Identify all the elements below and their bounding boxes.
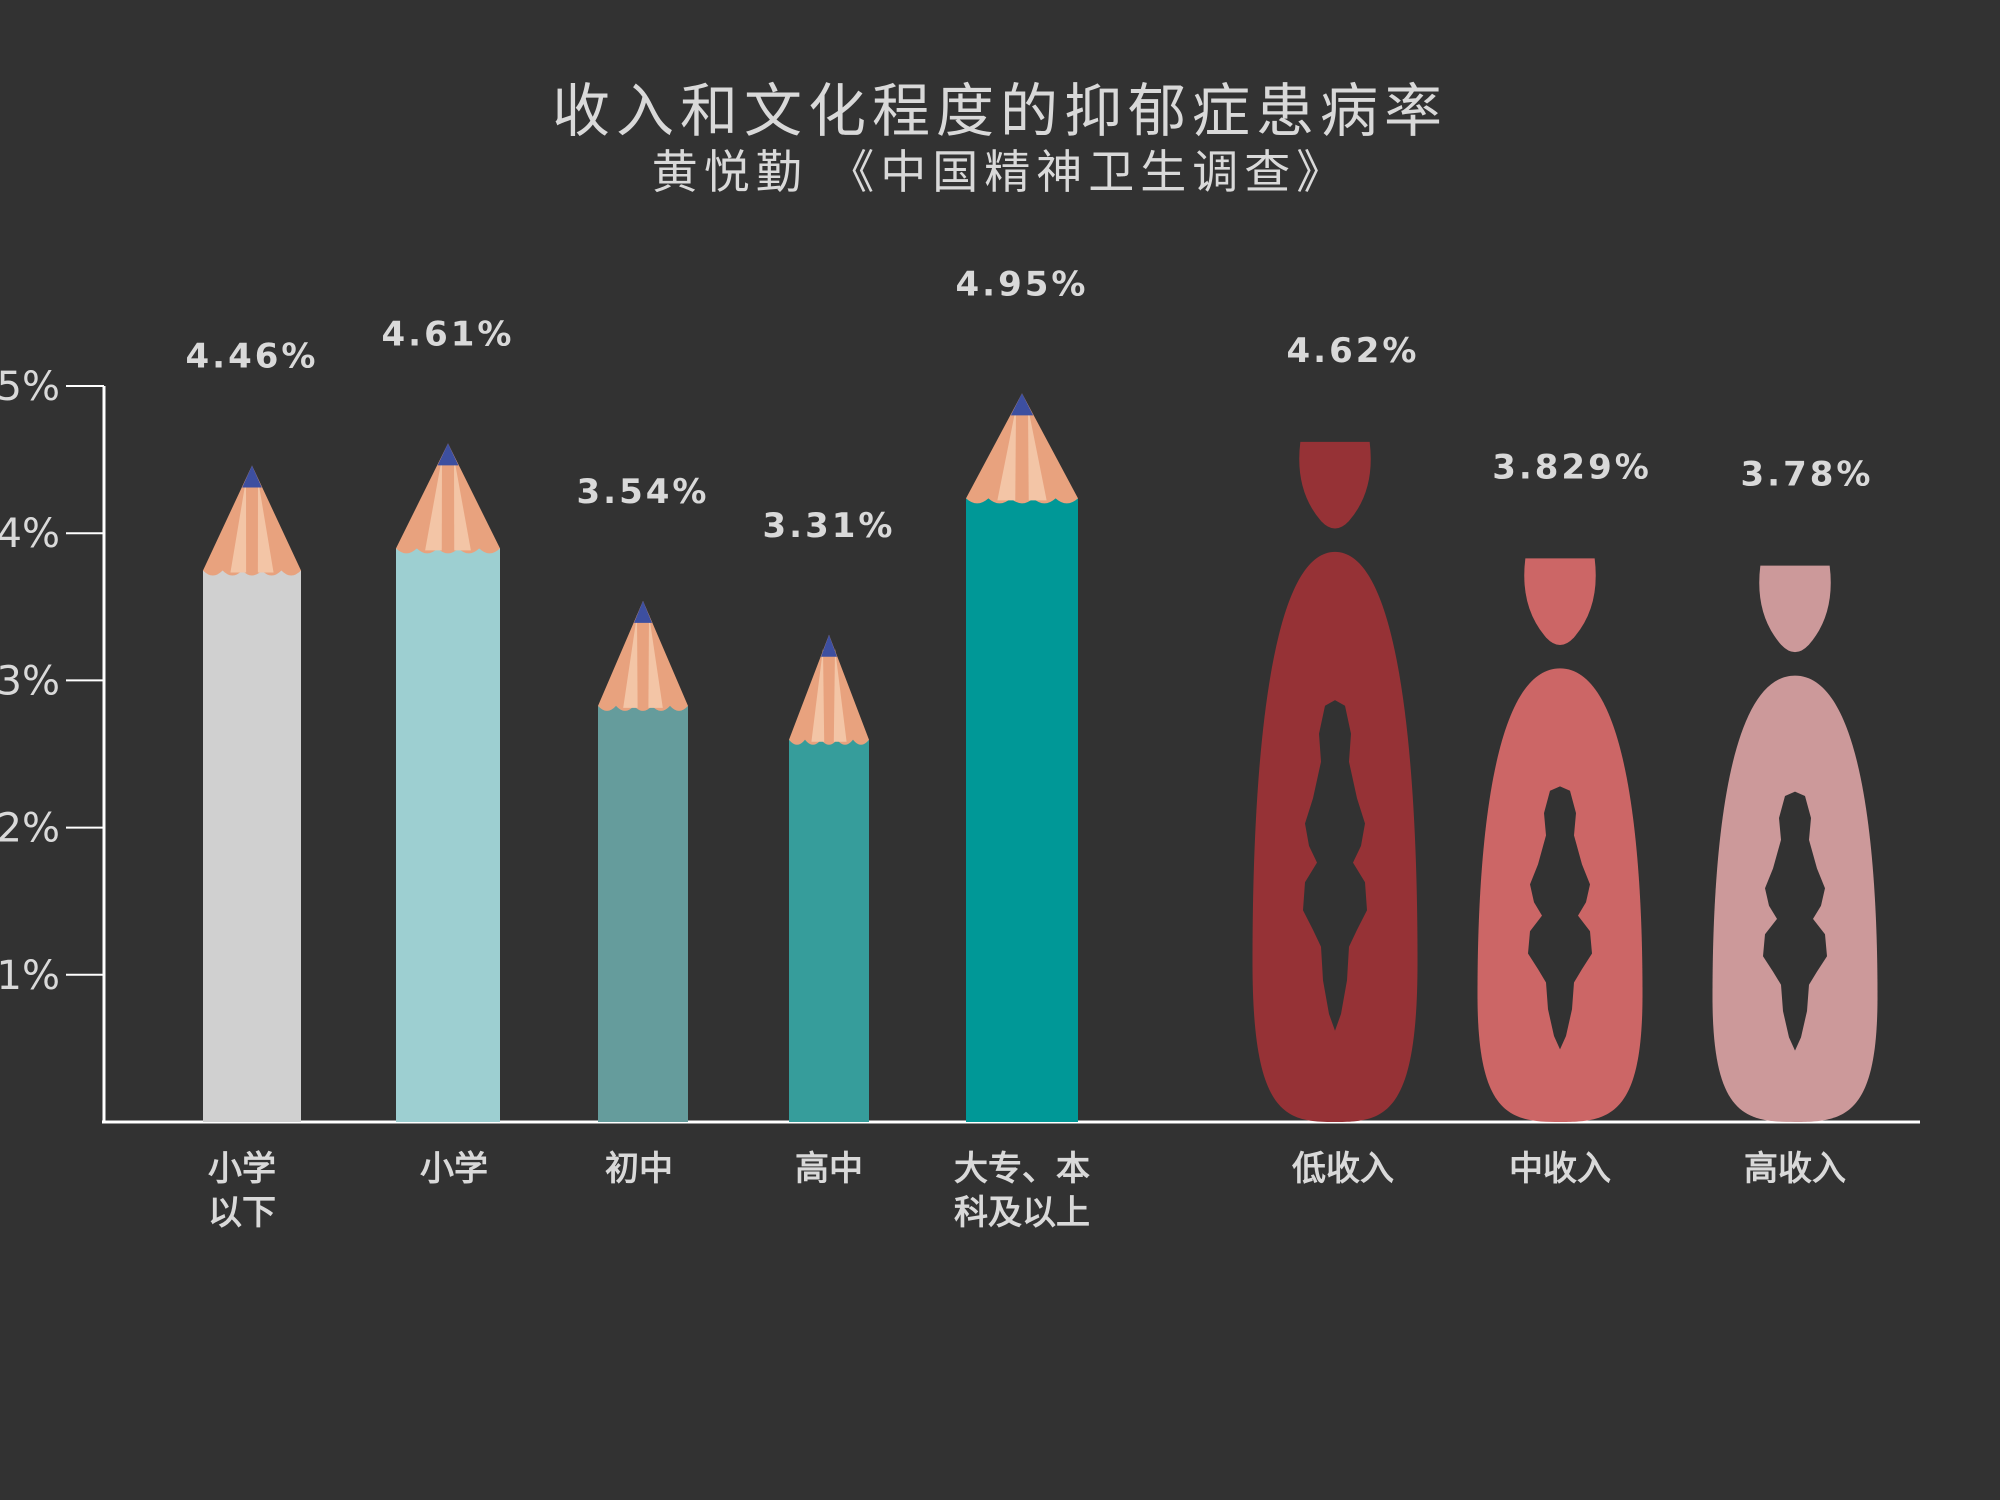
pencil-wood-highlight	[425, 457, 442, 551]
figure-bar	[1712, 565, 1878, 1122]
data-label: 3.31%	[763, 506, 896, 546]
x-tick-label: 中收入	[1509, 1149, 1611, 1189]
x-tick-label: 小学	[420, 1149, 488, 1189]
data-label: 3.54%	[577, 472, 710, 512]
figure-cutout	[1303, 700, 1367, 1031]
pencil-wood	[396, 443, 500, 554]
figure-head	[1759, 565, 1831, 653]
figure-head	[1299, 441, 1371, 529]
chart-title: 收入和文化程度的抑郁症患病率	[551, 77, 1448, 145]
x-tick-label: 低收入	[1292, 1149, 1394, 1189]
pencil-wood-highlight	[833, 648, 847, 742]
data-label: 4.61%	[382, 314, 515, 354]
pencil-bar	[396, 443, 500, 1122]
pencil-wood-highlight	[811, 648, 825, 742]
pencil-wood-highlight	[997, 407, 1016, 501]
pencil-lead	[437, 443, 459, 466]
pencil-bar	[203, 465, 301, 1122]
pencil-body	[966, 498, 1078, 1122]
data-label: 3.78%	[1741, 455, 1874, 495]
pencil-wood-highlight	[623, 614, 638, 708]
pencil-body	[598, 705, 688, 1122]
y-tick-label: 4%	[0, 511, 60, 557]
data-label: 4.46%	[186, 336, 319, 376]
pencil-lead	[821, 634, 837, 657]
y-tick-label: 3%	[0, 658, 60, 704]
data-label: 4.62%	[1287, 331, 1420, 371]
data-label: 3.829%	[1492, 447, 1652, 487]
x-tick-label: 高收入	[1744, 1149, 1846, 1189]
pencil-bar	[966, 393, 1078, 1122]
y-tick-label: 2%	[0, 806, 60, 852]
pencil-wood-highlight	[648, 614, 663, 708]
pencil-wood-highlight	[257, 479, 274, 573]
pencil-wood-highlight	[230, 479, 247, 573]
x-tick-label: 初中	[605, 1149, 673, 1189]
figure-cutout	[1528, 786, 1592, 1050]
x-tick-label: 高中	[795, 1149, 863, 1189]
pencil-wood	[203, 465, 301, 576]
x-tick-label: 以下	[208, 1193, 276, 1233]
figure-bar	[1252, 441, 1418, 1122]
chart-subtitle: 黄悦勤 《中国精神卫生调查》	[651, 145, 1349, 199]
y-tick-label: 1%	[0, 953, 60, 999]
pencil-wood-highlight	[1028, 407, 1047, 501]
x-tick-label: 大专、本	[954, 1149, 1090, 1189]
pencil-wood	[789, 634, 869, 745]
figure-bar	[1477, 558, 1643, 1122]
pencil-bar	[789, 634, 869, 1122]
x-tick-label: 小学	[208, 1149, 276, 1189]
figure-head	[1524, 558, 1596, 645]
x-tick-label: 科及以上	[954, 1193, 1090, 1233]
figure-cutout	[1763, 791, 1827, 1051]
pencil-bar	[598, 600, 688, 1122]
pencil-body	[396, 548, 500, 1122]
pencil-lead	[634, 600, 652, 623]
data-label: 4.95%	[956, 264, 1089, 304]
pencil-wood	[598, 600, 688, 711]
y-tick-label: 5%	[0, 364, 60, 410]
pencil-body	[203, 570, 301, 1122]
pencil-lead	[1010, 393, 1034, 416]
pencil-wood-highlight	[454, 457, 471, 551]
pencil-body	[789, 739, 869, 1122]
pencil-wood	[966, 393, 1078, 504]
pencil-lead	[242, 465, 262, 488]
